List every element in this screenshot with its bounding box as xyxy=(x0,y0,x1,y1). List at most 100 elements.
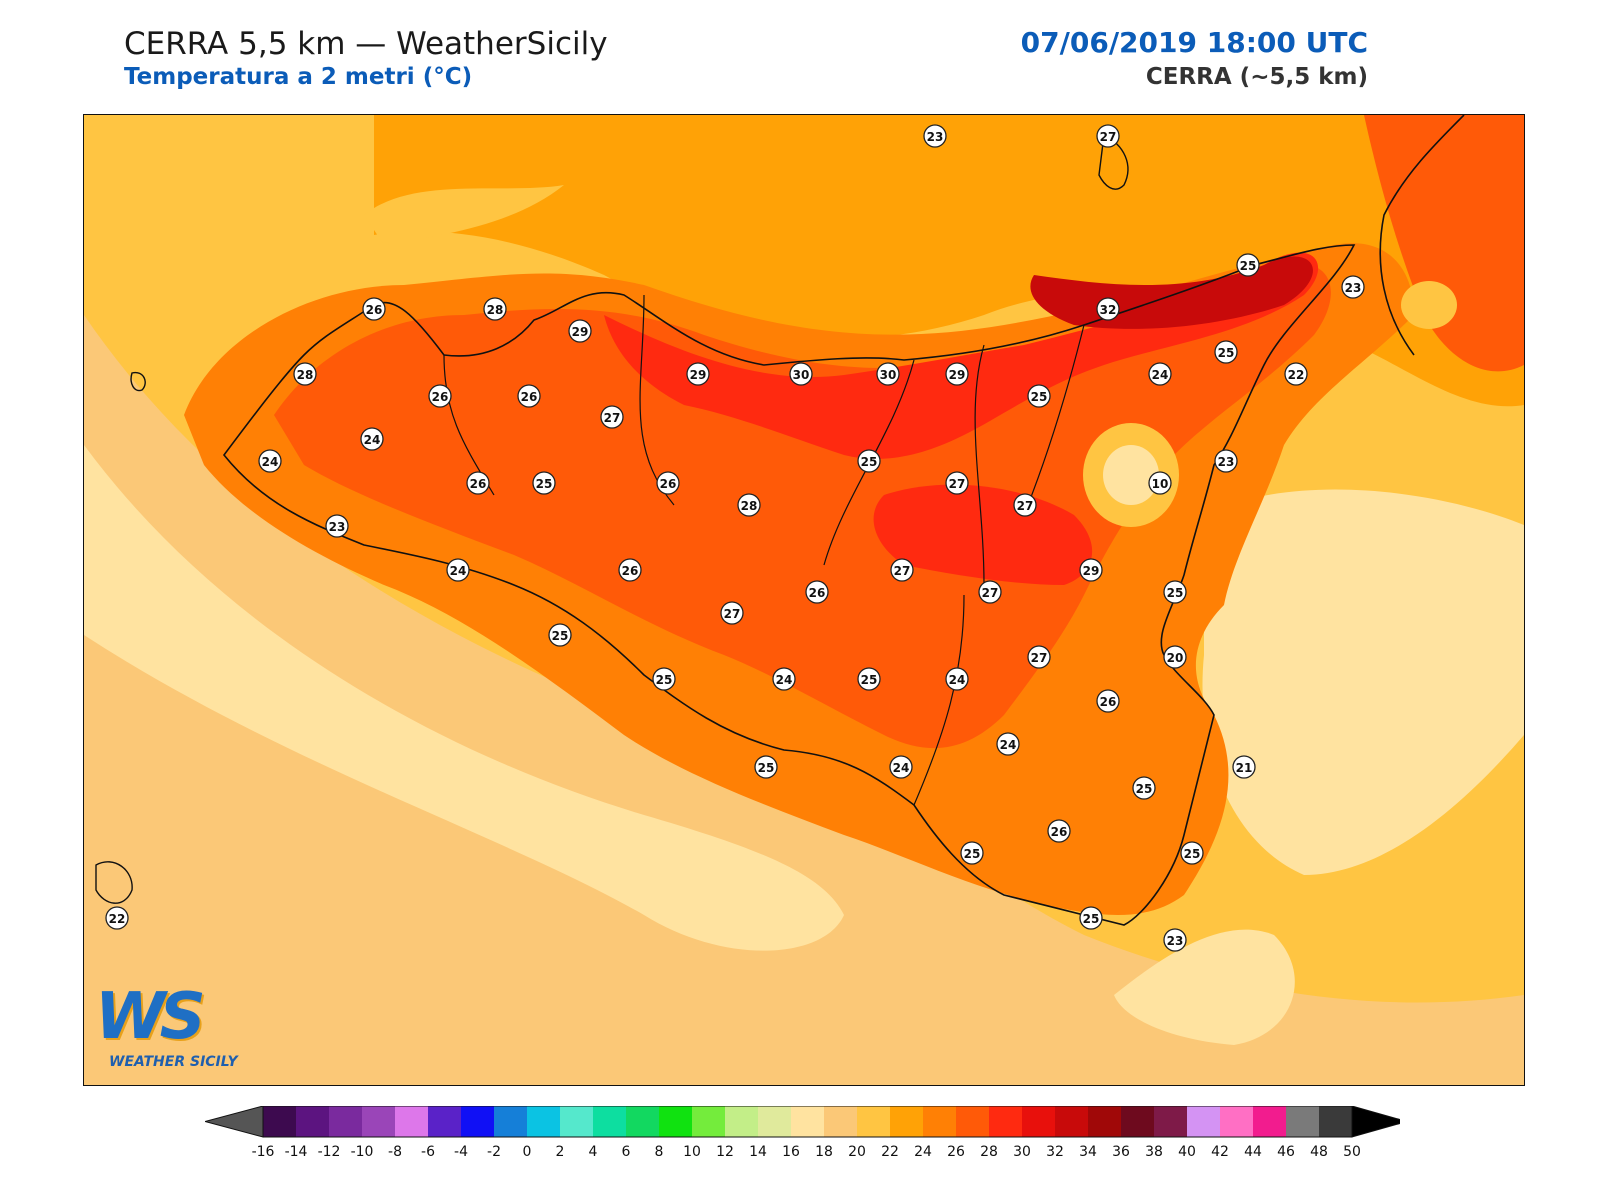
station-marker[interactable]: 27 xyxy=(720,601,744,625)
colorbar-tick-label: 18 xyxy=(815,1144,833,1160)
station-temperature: 24 xyxy=(450,564,467,578)
colorbar-segment xyxy=(923,1106,957,1137)
station-marker[interactable]: 22 xyxy=(105,906,129,930)
station-marker[interactable]: 30 xyxy=(876,362,900,386)
station-marker[interactable]: 23 xyxy=(1163,928,1187,952)
station-marker[interactable]: 27 xyxy=(978,580,1002,604)
colorbar-tick-label: -6 xyxy=(421,1144,435,1160)
station-circle xyxy=(1180,841,1204,865)
station-marker[interactable]: 26 xyxy=(618,558,642,582)
station-marker[interactable]: 25 xyxy=(548,623,572,647)
station-marker[interactable]: 24 xyxy=(360,427,384,451)
egadi-islands xyxy=(130,371,146,392)
station-marker[interactable]: 24 xyxy=(258,449,282,473)
station-marker[interactable]: 24 xyxy=(945,667,969,691)
station-marker[interactable]: 27 xyxy=(1027,645,1051,669)
colorbar-tick-label: 44 xyxy=(1244,1144,1262,1160)
station-temperature: 22 xyxy=(1288,368,1305,382)
station-temperature: 25 xyxy=(1083,912,1100,926)
station-marker[interactable]: 29 xyxy=(686,362,710,386)
station-marker[interactable]: 26 xyxy=(656,471,680,495)
pantelleria-island xyxy=(95,861,133,904)
station-marker[interactable]: 10 xyxy=(1148,471,1172,495)
colorbar-tick-label: 42 xyxy=(1211,1144,1229,1160)
station-marker[interactable]: 24 xyxy=(772,667,796,691)
station-marker[interactable]: 25 xyxy=(857,667,881,691)
station-marker[interactable]: 24 xyxy=(1148,362,1172,386)
station-circle xyxy=(656,471,680,495)
field-band-22-inlet xyxy=(364,185,564,245)
station-temperature: 25 xyxy=(861,673,878,687)
station-temperature: 28 xyxy=(741,499,758,513)
station-circle xyxy=(978,580,1002,604)
station-marker[interactable]: 27 xyxy=(1013,493,1037,517)
station-marker[interactable]: 25 xyxy=(1214,340,1238,364)
station-marker[interactable]: 26 xyxy=(362,297,386,321)
colorbar-tick-label: 38 xyxy=(1145,1144,1163,1160)
station-circle xyxy=(466,471,490,495)
station-temperature: 23 xyxy=(1345,281,1362,295)
station-temperature: 24 xyxy=(776,673,793,687)
station-marker[interactable]: 27 xyxy=(890,558,914,582)
station-marker[interactable]: 27 xyxy=(1096,124,1120,148)
station-marker[interactable]: 21 xyxy=(1232,755,1256,779)
colorbar-segment xyxy=(1088,1106,1122,1137)
station-marker[interactable]: 26 xyxy=(1047,819,1071,843)
station-marker[interactable]: 28 xyxy=(293,362,317,386)
station-temperature: 28 xyxy=(297,368,314,382)
station-marker[interactable]: 25 xyxy=(1132,776,1156,800)
colorbar-segment xyxy=(890,1106,924,1137)
station-marker[interactable]: 26 xyxy=(805,580,829,604)
station-circle xyxy=(1132,776,1156,800)
station-marker[interactable]: 24 xyxy=(889,755,913,779)
station-temperature: 10 xyxy=(1152,477,1169,491)
colorbar-tick-label: 28 xyxy=(980,1144,998,1160)
station-marker[interactable]: 32 xyxy=(1096,297,1120,321)
station-marker[interactable]: 20 xyxy=(1163,645,1187,669)
colorbar-tick-label: 26 xyxy=(947,1144,965,1160)
station-temperature: 26 xyxy=(1051,825,1068,839)
station-marker[interactable]: 29 xyxy=(568,319,592,343)
station-marker[interactable]: 23 xyxy=(923,124,947,148)
station-marker[interactable]: 27 xyxy=(945,471,969,495)
station-marker[interactable]: 22 xyxy=(1284,362,1308,386)
station-marker[interactable]: 25 xyxy=(857,449,881,473)
station-marker[interactable]: 25 xyxy=(1163,580,1187,604)
station-marker[interactable]: 29 xyxy=(1079,558,1103,582)
station-marker[interactable]: 26 xyxy=(517,384,541,408)
station-marker[interactable]: 24 xyxy=(996,732,1020,756)
station-marker[interactable]: 28 xyxy=(737,493,761,517)
station-marker[interactable]: 30 xyxy=(789,362,813,386)
station-temperature: 26 xyxy=(521,390,538,404)
temperature-map[interactable]: 23 27 25 23 26 28 29 32 25 28 26 26 29 30 30 29 25 24 22 24… xyxy=(83,114,1525,1086)
station-marker[interactable]: 25 xyxy=(532,471,556,495)
colorbar-tick-label: 22 xyxy=(881,1144,899,1160)
station-circle xyxy=(889,755,913,779)
map-title: CERRA 5,5 km — WeatherSicily xyxy=(124,26,608,62)
station-marker[interactable]: 26 xyxy=(466,471,490,495)
station-marker[interactable]: 25 xyxy=(960,841,984,865)
station-marker[interactable]: 26 xyxy=(428,384,452,408)
colorbar-segment xyxy=(626,1106,660,1137)
logo-mark: WS xyxy=(95,980,206,1054)
station-marker[interactable]: 25 xyxy=(1027,384,1051,408)
station-circle xyxy=(446,558,470,582)
station-marker[interactable]: 27 xyxy=(600,405,624,429)
station-marker[interactable]: 25 xyxy=(1079,906,1103,930)
station-marker[interactable]: 29 xyxy=(945,362,969,386)
station-marker[interactable]: 23 xyxy=(1341,275,1365,299)
station-circle xyxy=(1214,449,1238,473)
station-marker[interactable]: 25 xyxy=(1236,253,1260,277)
colorbar-tick-label: 0 xyxy=(523,1144,532,1160)
station-temperature: 26 xyxy=(432,390,449,404)
station-marker[interactable]: 28 xyxy=(483,297,507,321)
station-marker[interactable]: 26 xyxy=(1096,689,1120,713)
station-marker[interactable]: 25 xyxy=(754,755,778,779)
station-marker[interactable]: 23 xyxy=(325,514,349,538)
station-marker[interactable]: 25 xyxy=(1180,841,1204,865)
station-marker[interactable]: 24 xyxy=(446,558,470,582)
station-marker[interactable]: 23 xyxy=(1214,449,1238,473)
station-marker[interactable]: 25 xyxy=(652,667,676,691)
map-canvas: 23 27 25 23 26 28 29 32 25 28 26 26 29 30 30 29 25 24 22 24… xyxy=(84,115,1524,1085)
station-circle xyxy=(1163,645,1187,669)
